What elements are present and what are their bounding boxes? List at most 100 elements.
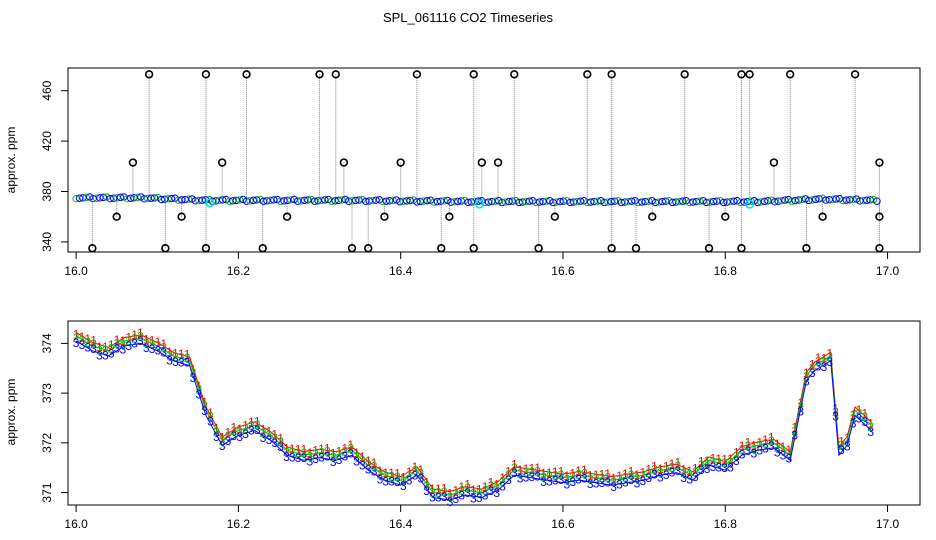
cyan-point-2 <box>745 199 755 209</box>
p2-xtick-label-1: 16.2 <box>227 517 251 531</box>
series-3-mark: 3 <box>453 492 460 506</box>
series-2-mark: 2 <box>768 434 775 448</box>
series-2-mark: 2 <box>423 479 430 493</box>
series-1-mark: 1 <box>733 445 740 459</box>
baseline-point <box>488 197 496 206</box>
outlier-point-16 <box>680 70 689 79</box>
series-1-mark: 1 <box>774 437 781 451</box>
baseline-point <box>679 197 687 205</box>
series-1-mark: 1 <box>400 470 407 484</box>
series-1-mark: 1 <box>137 326 144 340</box>
series-1-mark: 1 <box>622 467 629 481</box>
baseline-point <box>150 194 159 202</box>
baseline-point <box>246 197 254 205</box>
series-1-mark: 1 <box>289 442 296 456</box>
baseline-point <box>764 197 772 205</box>
outlier-point-18 <box>745 70 754 79</box>
series-1-mark: 1 <box>382 466 389 480</box>
series-1-mark: 1 <box>453 483 460 497</box>
series-3-mark: 3 <box>336 453 343 467</box>
series-2-mark: 2 <box>225 429 232 443</box>
series-2-mark: 2 <box>558 468 565 482</box>
outlier-point-46 <box>818 212 827 221</box>
p2-xtick-label-5: 17.0 <box>876 517 900 531</box>
series-2-mark: 2 <box>248 419 255 433</box>
series-3-mark: 3 <box>289 451 296 465</box>
outlier-point-13 <box>510 70 519 79</box>
baseline-point <box>362 197 370 206</box>
series-1-mark: 1 <box>511 457 518 471</box>
series-1-mark: 1 <box>645 463 652 477</box>
baseline-point <box>723 198 731 206</box>
series-3-mark: 3 <box>780 449 787 463</box>
baseline-point <box>781 196 789 204</box>
outlier-point-17 <box>737 70 746 79</box>
baseline-point <box>624 197 632 206</box>
series-1-mark: 1 <box>143 333 150 347</box>
series-2-mark: 2 <box>803 369 810 383</box>
series-2-mark: 2 <box>231 424 238 438</box>
series-3-mark: 3 <box>213 430 220 444</box>
baseline-point <box>423 196 431 205</box>
series-3-mark: 3 <box>371 465 378 479</box>
series-3-mark: 3 <box>569 475 576 489</box>
series-1-mark: 1 <box>780 440 787 454</box>
baseline-point <box>75 194 84 202</box>
baseline-point <box>385 197 394 205</box>
series-1-mark: 1 <box>721 452 728 466</box>
series-3-mark: 3 <box>324 450 331 464</box>
series-2-mark: 2 <box>301 446 308 460</box>
series-2-mark: 2 <box>277 435 284 449</box>
baseline-point <box>280 197 288 205</box>
series-1-mark: 1 <box>458 480 465 494</box>
series-3-mark: 3 <box>120 342 127 356</box>
series-3-mark: 3 <box>517 471 524 485</box>
baseline-point <box>457 197 465 205</box>
series-2-mark: 2 <box>710 455 717 469</box>
outlier-point-45 <box>721 212 730 221</box>
series-3-mark: 3 <box>861 415 868 429</box>
series-2-mark: 2 <box>195 382 202 396</box>
series-2-mark: 2 <box>114 336 121 350</box>
series-1-mark: 1 <box>231 420 238 434</box>
baseline-point <box>798 195 806 204</box>
series-2-mark: 2 <box>540 470 547 484</box>
series-1-mark: 1 <box>809 357 816 371</box>
outlier-point-20 <box>785 70 795 79</box>
series-3-mark: 3 <box>704 462 711 476</box>
baseline-point <box>832 195 840 203</box>
series-1-mark: 1 <box>727 452 734 466</box>
series-2-mark: 2 <box>143 336 150 350</box>
series-2-mark: 2 <box>219 434 226 448</box>
p1-xtick-label-2: 16.4 <box>389 264 413 278</box>
baseline-point <box>539 197 547 206</box>
baseline-point <box>467 198 476 206</box>
baseline-point <box>464 198 472 207</box>
outlier-point-23 <box>88 244 97 253</box>
series-3-mark: 3 <box>593 476 600 490</box>
series-1-mark: 1 <box>628 464 635 478</box>
outlier-point-31 <box>534 244 543 253</box>
series-1-mark: 1 <box>663 460 670 474</box>
baseline-point <box>297 197 305 205</box>
series-3-mark: 3 <box>201 404 208 418</box>
series-3-mark: 3 <box>125 339 132 353</box>
series-3-mark: 3 <box>739 447 746 461</box>
series-2-mark: 2 <box>838 438 845 452</box>
baseline-point <box>692 197 701 206</box>
baseline-point <box>263 197 271 205</box>
series-2-mark: 2 <box>704 457 711 471</box>
baseline-point <box>508 197 517 205</box>
series-3-mark: 3 <box>721 461 728 475</box>
series-3-mark: 3 <box>505 473 512 487</box>
outlier-point-42 <box>445 212 454 221</box>
series-2-mark: 2 <box>190 366 197 380</box>
baseline-point <box>167 194 176 203</box>
baseline-point <box>661 197 670 205</box>
series-2-mark: 2 <box>84 335 91 349</box>
series-2-mark: 2 <box>745 439 752 453</box>
baseline-point <box>794 196 803 204</box>
outlier-point-6 <box>331 70 340 79</box>
series-2-mark: 2 <box>394 470 401 484</box>
series-2-mark: 2 <box>721 456 728 470</box>
